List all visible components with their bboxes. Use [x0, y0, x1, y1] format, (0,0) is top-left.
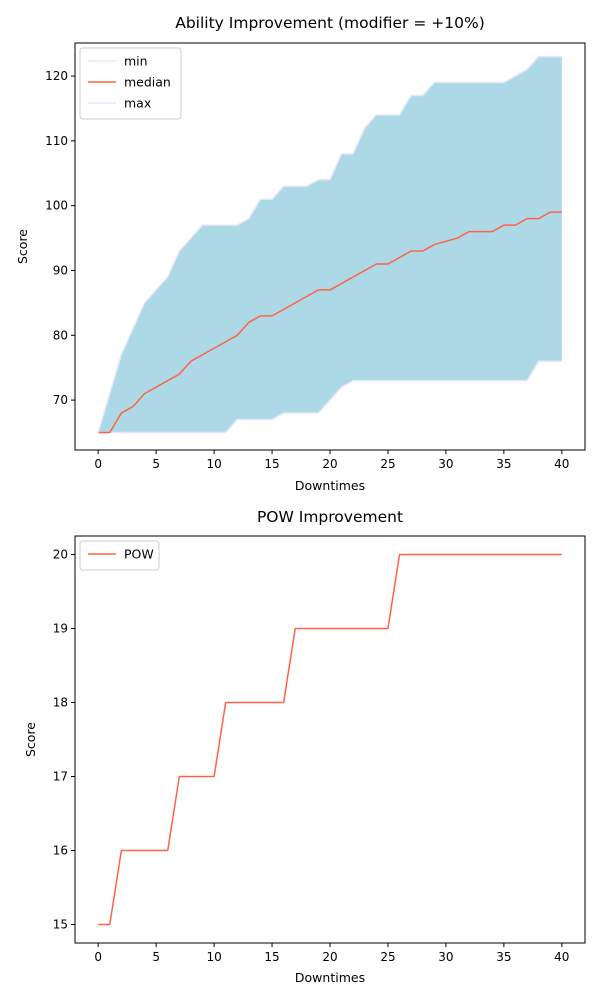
x-tick-label: 35 — [496, 457, 511, 471]
y-tick-label: 90 — [53, 263, 68, 277]
x-tick-label: 40 — [554, 950, 569, 964]
x-tick-label: 10 — [206, 457, 221, 471]
y-tick-label: 120 — [45, 69, 68, 83]
y-tick-label: 19 — [53, 622, 68, 636]
y-tick-label: 18 — [53, 696, 68, 710]
x-tick-label: 15 — [264, 457, 279, 471]
y-tick-label: 15 — [53, 918, 68, 932]
x-tick-label: 10 — [206, 950, 221, 964]
x-tick-label: 35 — [496, 950, 511, 964]
x-tick-label: 40 — [554, 457, 569, 471]
chart-title: POW Improvement — [257, 508, 403, 526]
plot-frame — [74, 535, 586, 944]
x-tick-label: 5 — [152, 457, 160, 471]
x-tick-label: 15 — [264, 950, 279, 964]
x-tick-label: 20 — [322, 950, 337, 964]
pow-improvement-chart: POW Improvement 0 5 10 15 20 25 30 35 40 15 16 17 18… — [23, 508, 586, 985]
legend-box — [79, 47, 182, 120]
y-tick-label: 70 — [53, 393, 68, 407]
series-line-max — [97, 55, 562, 433]
y-tick-label: 17 — [53, 770, 68, 784]
legend: min median max — [79, 47, 182, 120]
x-tick-label: 25 — [380, 457, 395, 471]
legend-label-min: min — [124, 54, 148, 69]
chart-title: Ability Improvement (modifier = +10%) — [175, 14, 485, 32]
x-tick-label: 25 — [380, 950, 395, 964]
min-max-band — [98, 56, 562, 433]
series-line-min — [98, 360, 562, 434]
x-tick-label: 0 — [94, 457, 102, 471]
legend-label-max: max — [124, 96, 151, 111]
legend-box — [79, 540, 160, 571]
legend-label-median: median — [124, 75, 171, 90]
ability-improvement-chart: Ability Improvement (modifier = +10%) 0 5… — [15, 14, 586, 493]
legend: POW — [79, 540, 160, 571]
y-axis-label: Score — [15, 229, 30, 264]
y-axis-label: Score — [23, 722, 38, 757]
x-tick-label: 30 — [438, 950, 453, 964]
y-tick-label: 110 — [45, 134, 68, 148]
y-tick-label: 16 — [53, 844, 68, 858]
x-tick-label: 20 — [322, 457, 337, 471]
legend-label-POW: POW — [124, 547, 154, 562]
y-tick-label: 80 — [53, 328, 68, 342]
series-line-POW — [98, 553, 562, 926]
x-tick-label: 5 — [152, 950, 160, 964]
x-tick-label: 30 — [438, 457, 453, 471]
x-axis-label: Downtimes — [295, 970, 365, 985]
y-tick-label: 100 — [45, 199, 68, 213]
x-axis-label: Downtimes — [295, 478, 365, 493]
series-line-median — [98, 211, 562, 434]
y-tick-label: 20 — [53, 548, 68, 562]
x-tick-label: 0 — [94, 950, 102, 964]
